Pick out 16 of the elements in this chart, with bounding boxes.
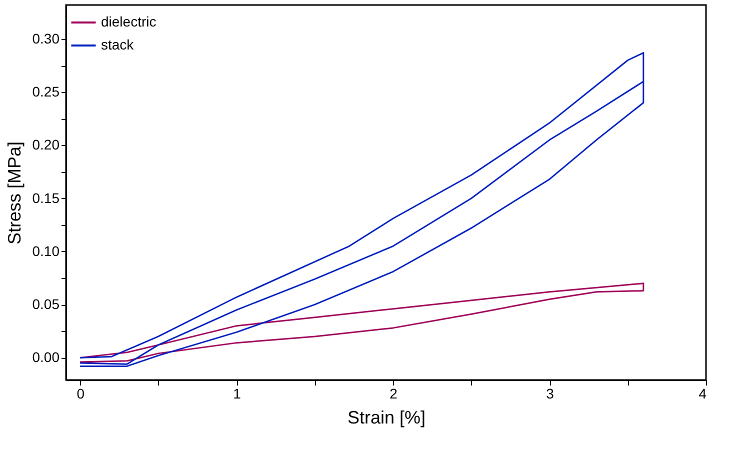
y-tick-label: 0.00 bbox=[32, 349, 60, 366]
legend-label: dielectric bbox=[101, 14, 156, 30]
y-tick-label: 0.30 bbox=[32, 30, 60, 46]
y-tick-label: 0.05 bbox=[32, 296, 60, 312]
x-tick-label: 4 bbox=[698, 386, 707, 402]
x-tick-label: 3 bbox=[546, 386, 554, 402]
x-tick-label: 1 bbox=[233, 386, 242, 402]
y-tick-label: 0.20 bbox=[32, 136, 60, 153]
y-tick-label: 0.15 bbox=[32, 190, 60, 206]
x-tick-label: 0 bbox=[76, 386, 85, 402]
x-tick-label: 2 bbox=[390, 386, 398, 402]
y-tick-label: 0.10 bbox=[32, 242, 60, 259]
legend-label: stack bbox=[101, 36, 135, 52]
y-tick-label: 0.25 bbox=[32, 84, 60, 100]
x-axis-title: Strain [%] bbox=[347, 408, 426, 428]
y-axis-title: Stress [MPa] bbox=[4, 141, 24, 245]
